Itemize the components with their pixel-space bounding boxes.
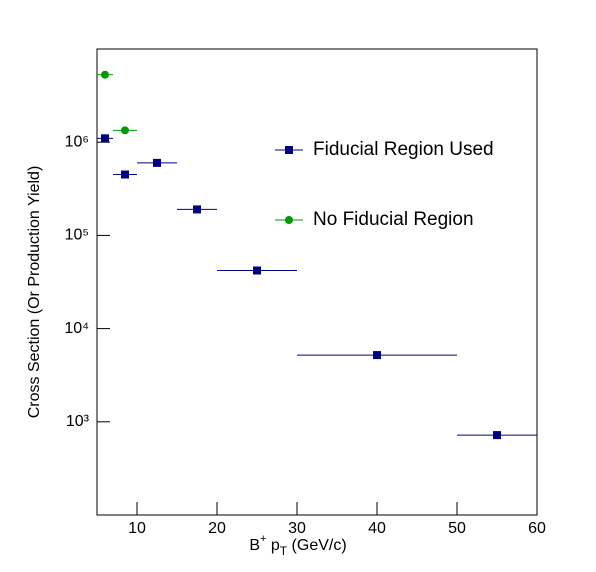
point <box>493 431 501 440</box>
x-tick-label: 20 <box>208 520 226 537</box>
point <box>253 266 261 275</box>
point <box>101 70 109 79</box>
y-tick-label: 10⁴ <box>64 320 89 337</box>
x-label-part: B <box>249 537 260 554</box>
y-tick-label: 10³ <box>66 413 90 430</box>
x-label-part: p <box>266 537 279 554</box>
x-tick-label: 30 <box>288 520 306 537</box>
point <box>373 351 381 360</box>
point <box>121 126 129 135</box>
x-tick-label: 60 <box>528 520 546 537</box>
x-tick-label: 10 <box>128 520 146 537</box>
legend-marker <box>285 216 293 224</box>
x-tick-label: 50 <box>448 520 466 537</box>
x-tick-label: 40 <box>368 520 386 537</box>
plot-frame <box>96 48 538 516</box>
x-label-part: (GeV/c) <box>287 537 347 554</box>
x-axis-title: B+ pT (GeV/c) <box>249 533 346 558</box>
legend-label: No Fiducial Region <box>313 209 474 230</box>
legend-marker <box>285 146 293 154</box>
y-tick-label: 10⁶ <box>65 133 89 150</box>
point <box>121 170 129 179</box>
y-axis-title: Cross Section (Or Production Yield) <box>26 166 43 419</box>
legend-label: Fiducial Region Used <box>313 139 494 160</box>
point <box>193 205 201 214</box>
point <box>101 134 109 143</box>
point <box>153 158 161 167</box>
y-tick-label: 10⁵ <box>65 227 89 244</box>
x-label-part: + <box>260 533 266 545</box>
x-label-part: T <box>280 544 288 558</box>
